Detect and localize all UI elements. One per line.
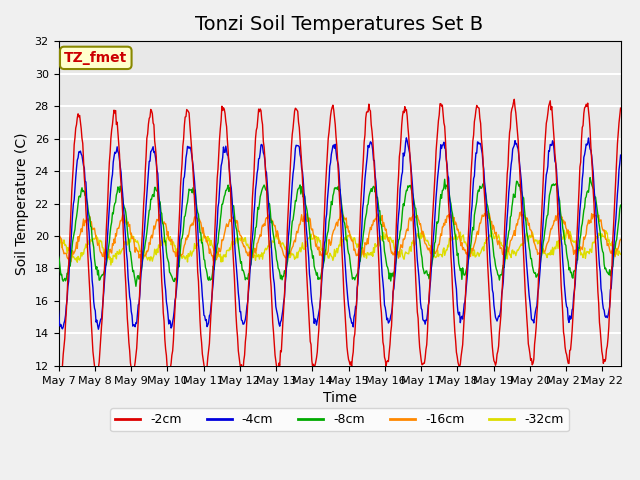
- X-axis label: Time: Time: [323, 391, 356, 405]
- Y-axis label: Soil Temperature (C): Soil Temperature (C): [15, 132, 29, 275]
- Text: TZ_fmet: TZ_fmet: [64, 51, 127, 65]
- Legend: -2cm, -4cm, -8cm, -16cm, -32cm: -2cm, -4cm, -8cm, -16cm, -32cm: [110, 408, 569, 431]
- Title: Tonzi Soil Temperatures Set B: Tonzi Soil Temperatures Set B: [195, 15, 484, 34]
